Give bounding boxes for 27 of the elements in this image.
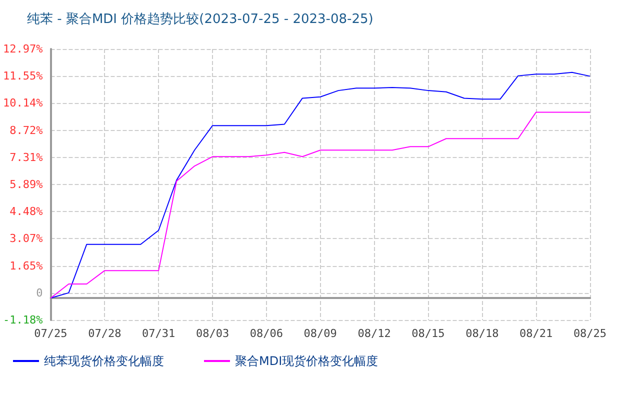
x-tick-label: 08/03 <box>196 327 230 340</box>
legend-label: 聚合MDI现货价格变化幅度 <box>235 354 378 368</box>
y-tick-label: 10.14% <box>2 96 44 110</box>
x-tick-label: 07/28 <box>88 327 122 340</box>
y-tick-label: 7.31% <box>10 150 44 164</box>
y-tick-label: 1.65% <box>10 259 44 272</box>
y-tick-label: 0 <box>36 286 43 300</box>
x-tick-label: 08/09 <box>304 327 337 340</box>
x-tick-label: 08/21 <box>520 327 553 340</box>
x-tick-label: 08/12 <box>358 327 391 340</box>
y-tick-label: 12.97% <box>2 42 44 56</box>
x-tick-label: 07/25 <box>34 327 68 340</box>
x-tick-label: 08/25 <box>573 327 607 340</box>
line-series <box>50 112 590 298</box>
y-tick-label: 5.89% <box>10 178 44 192</box>
y-tick-label: 11.55% <box>2 70 44 83</box>
y-tick-label: 8.72% <box>10 124 44 137</box>
x-tick-label: 08/15 <box>412 327 445 340</box>
legend-label: 纯苯现货价格变化幅度 <box>44 354 164 368</box>
y-tick-label: 3.07% <box>10 232 44 246</box>
line-series <box>50 72 590 298</box>
x-tick-label: 07/31 <box>142 327 176 340</box>
y-tick-label: 4.48% <box>10 205 44 218</box>
chart-title: 纯苯 - 聚合MDI 价格趋势比较(2023-07-25 - 2023-08-25) <box>27 12 374 27</box>
y-tick-label: -1.18% <box>2 314 44 326</box>
x-tick-label: 08/06 <box>250 327 284 340</box>
x-tick-label: 08/18 <box>466 327 499 340</box>
